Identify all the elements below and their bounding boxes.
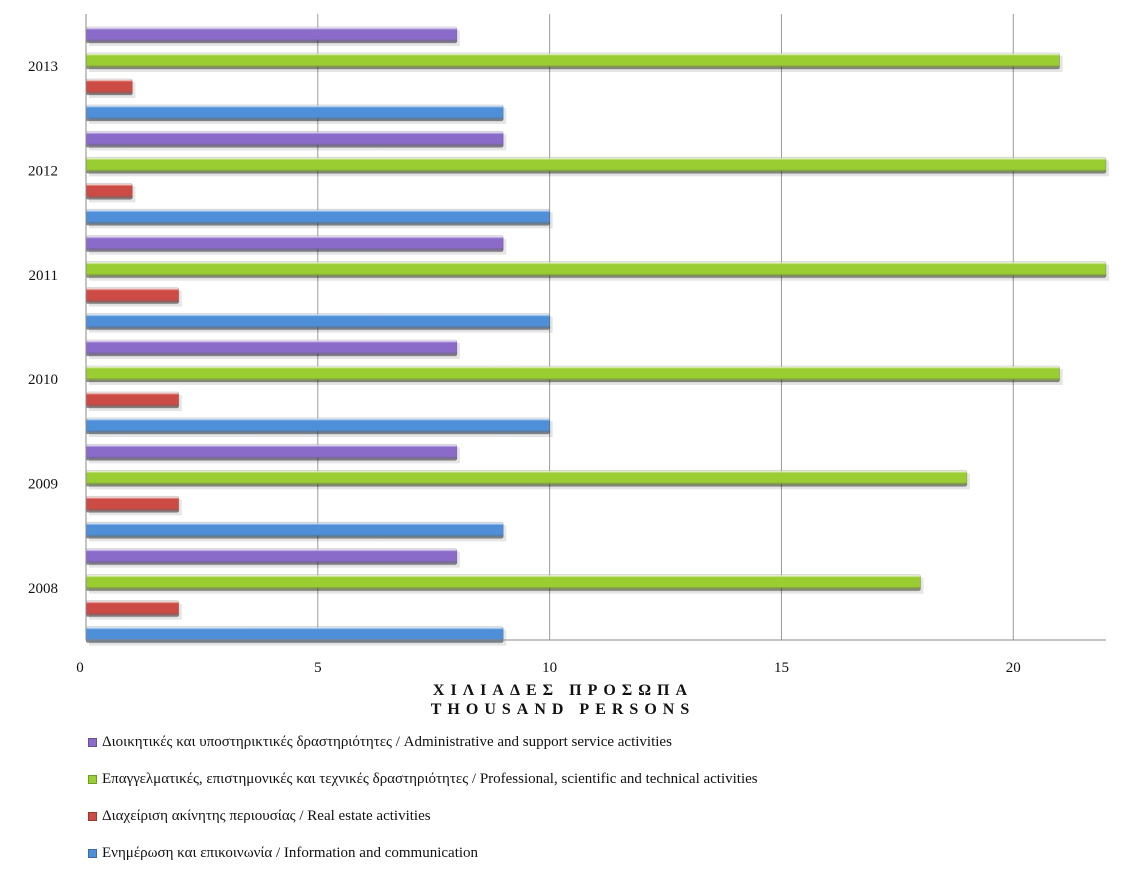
bar-2011-series-1 (85, 261, 1107, 279)
bar-2013-series-2 (85, 78, 133, 96)
bar-2010-series-3 (85, 417, 551, 435)
legend-swatch-green (88, 775, 97, 784)
bar-2013-series-3 (85, 104, 504, 122)
legend-label: Διαχείριση ακίνητης περιουσίας / Real es… (102, 808, 431, 824)
bar-chart: 0 5 10 15 20 2013 2012 2011 2010 2009 2008 (28, 14, 1109, 676)
bar-2009-series-3 (85, 521, 504, 539)
x-tick-label: 5 (314, 660, 322, 676)
bar-2013-series-0 (85, 26, 458, 44)
y-category-label: 2013 (28, 59, 58, 75)
legend-label: Διοικητικές και υποστηρικτικές δραστηριό… (102, 734, 672, 750)
y-category-label: 2012 (28, 164, 58, 180)
bar-2010-series-2 (85, 391, 180, 409)
x-tick-label: 10 (542, 660, 557, 676)
bar-2009-series-0 (85, 443, 458, 461)
bar-2012-series-1 (85, 156, 1107, 174)
bars-layer (85, 26, 1109, 646)
bar-2008-series-0 (85, 548, 458, 566)
legend-swatch-blue (88, 849, 97, 858)
legend-item-professional: Επαγγελματικές, επιστημονικές και τεχνικ… (88, 772, 1120, 790)
bar-2010-series-1 (85, 365, 1061, 383)
legend-swatch-purple (88, 738, 97, 747)
bar-2010-series-0 (85, 339, 458, 357)
axis-layer (85, 14, 1106, 641)
y-category-label: 2010 (28, 372, 58, 388)
bar-2013-series-1 (85, 52, 1061, 70)
bar-2011-series-0 (85, 235, 504, 253)
x-tick-label: 0 (76, 660, 84, 676)
legend: Διοικητικές και υποστηρικτικές δραστηριό… (88, 735, 1120, 883)
x-axis-title-greek: ΧΙΛΙΑΔΕΣ ΠΡΟΣΩΠΑ (432, 682, 694, 699)
bar-2009-series-2 (85, 495, 180, 513)
x-axis-title-english: THOUSAND PERSONS (430, 701, 696, 718)
legend-swatch-red (88, 812, 97, 821)
bar-2009-series-1 (85, 469, 968, 487)
bar-2008-series-1 (85, 574, 921, 592)
bar-2012-series-2 (85, 182, 133, 200)
bar-2011-series-3 (85, 313, 551, 331)
x-tick-label: 20 (1006, 660, 1021, 676)
legend-label: Ενημέρωση και επικοινωνία / Information … (102, 845, 479, 861)
legend-item-admin-support: Διοικητικές και υποστηρικτικές δραστηριό… (88, 735, 1120, 753)
x-tick-label: 15 (774, 660, 789, 676)
y-category-label: 2009 (28, 477, 58, 493)
bar-2011-series-2 (85, 287, 180, 305)
bar-2012-series-0 (85, 130, 504, 148)
legend-item-real-estate: Διαχείριση ακίνητης περιουσίας / Real es… (88, 809, 1120, 827)
chart-area: 0 5 10 15 20 2013 2012 2011 2010 2009 2008 ΧΙΛΙΑΔΕ… (28, 14, 1109, 861)
legend-item-information: Ενημέρωση και επικοινωνία / Information … (88, 846, 1120, 864)
y-category-label: 2011 (29, 268, 58, 284)
bar-2008-series-2 (85, 600, 180, 618)
labels-layer: 0 5 10 15 20 2013 2012 2011 2010 2009 2008 (28, 59, 1021, 676)
legend-label: Επαγγελματικές, επιστημονικές και τεχνικ… (102, 771, 758, 787)
bar-2012-series-3 (85, 208, 551, 226)
y-category-label: 2008 (28, 581, 58, 597)
